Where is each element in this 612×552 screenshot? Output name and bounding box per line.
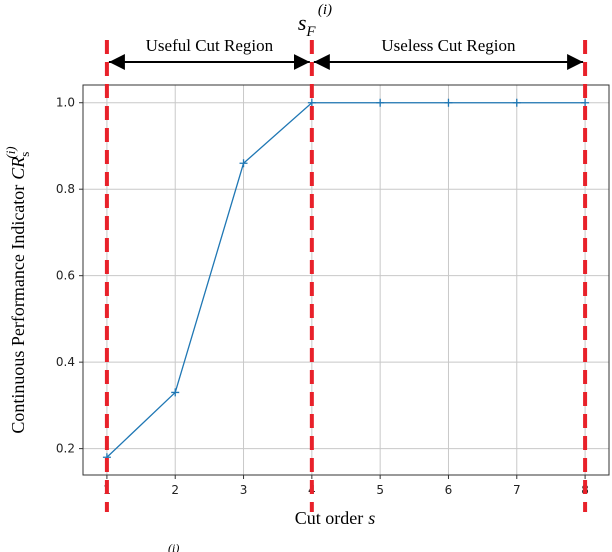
x-tick-label: 3 xyxy=(240,483,248,497)
vline-label-base: s xyxy=(298,10,307,35)
vline-label: sF xyxy=(298,10,317,40)
x-tick-label: 2 xyxy=(171,483,179,497)
y-axis-label-sup: (i) xyxy=(3,146,18,158)
y-tick-label: 0.6 xyxy=(56,269,75,283)
vline-label-sub: F xyxy=(305,24,316,40)
point-marker xyxy=(171,388,180,397)
x-axis-label-text: Cut order xyxy=(295,508,363,528)
plot-frame xyxy=(82,84,610,476)
x-tick-label: 6 xyxy=(445,483,453,497)
y-axis-label: Continuous Performance Indicator CRs(i) xyxy=(3,146,32,433)
y-axis-label-math: CR xyxy=(8,157,28,180)
point-marker xyxy=(376,98,385,107)
region-label: Useful Cut Region xyxy=(146,36,274,55)
y-tick-label: 0.4 xyxy=(56,355,75,369)
point-marker xyxy=(444,98,453,107)
series-line xyxy=(106,102,586,458)
point-marker xyxy=(239,159,248,168)
x-tick-label: 7 xyxy=(513,483,521,497)
x-axis-label-math: s xyxy=(368,508,375,528)
point-marker xyxy=(581,98,590,107)
y-tick-label: 0.2 xyxy=(56,442,75,456)
point-marker xyxy=(307,98,316,107)
y-axis-label-text: Continuous Performance Indicator CRs(i) xyxy=(3,146,32,433)
vline-label-sup: (i) xyxy=(318,2,332,18)
y-tick-label: 0.8 xyxy=(56,182,75,196)
y-axis-label-words: Continuous Performance Indicator xyxy=(8,185,28,434)
y-tick-label: 1.0 xyxy=(56,96,75,110)
region-label: Useless Cut Region xyxy=(381,36,516,55)
caption-fragment: (i) xyxy=(168,541,179,552)
x-axis-label: Cut order s xyxy=(295,508,376,528)
y-axis-label-sub: s xyxy=(17,152,32,157)
x-tick-label: 5 xyxy=(376,483,384,497)
point-marker xyxy=(512,98,521,107)
